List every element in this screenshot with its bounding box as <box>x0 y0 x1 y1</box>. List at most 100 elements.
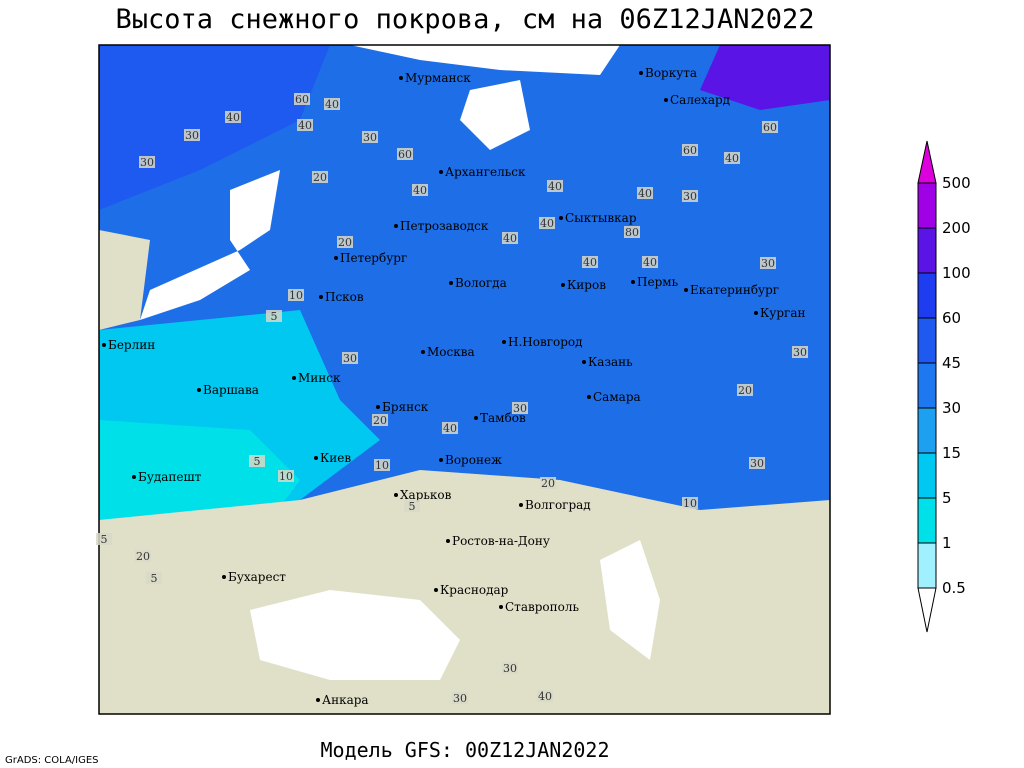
contour-label-box <box>452 692 468 704</box>
city-dot <box>664 98 668 102</box>
contour-label: 40 <box>443 422 457 435</box>
city-dot <box>639 71 643 75</box>
contour-label-box <box>278 470 294 482</box>
city-label: Киров <box>567 278 606 292</box>
contour-label-box <box>749 457 765 469</box>
contour-label: 40 <box>503 232 517 245</box>
contour-label-box <box>294 93 310 105</box>
contour-label: 30 <box>185 129 199 142</box>
city-dot <box>631 280 635 284</box>
city-label: Мурманск <box>405 71 471 85</box>
contour-label-box <box>397 148 413 160</box>
contour-label-box <box>96 533 112 545</box>
city-label: Курган <box>760 306 805 320</box>
contour-label: 30 <box>503 662 517 675</box>
contour-label-box <box>582 256 598 268</box>
caspian-sea <box>600 540 660 660</box>
contour-label: 5 <box>254 455 261 468</box>
contour-label-box <box>146 572 162 584</box>
city-dot <box>292 376 296 380</box>
contour-label: 60 <box>683 144 697 157</box>
legend-label: 60 <box>942 309 961 327</box>
contour-label-box <box>724 152 740 164</box>
contour-label-box <box>362 131 378 143</box>
contour-label-box <box>682 144 698 156</box>
city-dot <box>439 458 443 462</box>
city-dot <box>446 539 450 543</box>
legend-swatch <box>917 452 937 499</box>
legend-swatch <box>917 272 937 319</box>
city-dot <box>334 256 338 260</box>
city-label: Ростов-на-Дону <box>452 534 550 548</box>
contour-label-box <box>502 662 518 674</box>
city-label: Волгоград <box>525 498 591 512</box>
city-label: Салехард <box>670 93 730 107</box>
contour-label-box <box>404 500 420 512</box>
city-dot <box>399 76 403 80</box>
snow-deep <box>700 45 830 110</box>
credit: GrADS: COLA/IGES <box>5 755 99 766</box>
model-label: Модель GFS: 00Z12JAN2022 <box>321 738 610 762</box>
contour-label: 40 <box>298 119 312 132</box>
contour-label: 40 <box>413 184 427 197</box>
contour-label-box <box>297 119 313 131</box>
legend-high-arrow <box>917 140 937 184</box>
city-dot <box>316 698 320 702</box>
map <box>98 44 831 715</box>
title: Высота снежного покрова, см на 06Z12JAN2… <box>116 4 815 35</box>
city-dot <box>582 360 586 364</box>
contour-label: 40 <box>583 256 597 269</box>
contour-label: 40 <box>725 152 739 165</box>
contour-label: 20 <box>313 171 327 184</box>
black-sea <box>250 590 460 680</box>
city-label: Киев <box>320 451 351 465</box>
city-label: Харьков <box>400 488 452 502</box>
contour-label-box <box>266 310 282 322</box>
contour-label: 60 <box>763 121 777 134</box>
contour-label-box <box>412 184 428 196</box>
city-dot <box>132 475 136 479</box>
legend-swatch <box>917 182 937 229</box>
legend-low-arrow <box>917 587 937 633</box>
city-label: Н.Новгород <box>508 335 583 349</box>
contour-label-box <box>372 414 388 426</box>
contour-label-box <box>540 477 556 489</box>
city-dot <box>319 295 323 299</box>
contour-label: 30 <box>793 346 807 359</box>
city-label: Петрозаводск <box>400 219 489 233</box>
legend-swatch <box>917 407 937 454</box>
city-dot <box>394 224 398 228</box>
city-label: Будапешт <box>138 470 202 484</box>
city-label: Пермь <box>637 275 679 289</box>
contour-label: 40 <box>540 217 554 230</box>
contour-label: 30 <box>453 692 467 705</box>
city-label: Тамбов <box>480 411 526 425</box>
contour-label-box <box>637 187 653 199</box>
contour-label-box <box>624 226 640 238</box>
contour-label-box <box>139 156 155 168</box>
contour-label: 60 <box>398 148 412 161</box>
contour-label-box <box>135 550 151 562</box>
city-dot <box>222 575 226 579</box>
legend-label: 100 <box>942 264 971 282</box>
contour-label: 20 <box>541 477 555 490</box>
city-label: Ставрополь <box>505 600 579 614</box>
contour-label-box <box>539 217 555 229</box>
contour-label: 30 <box>363 131 377 144</box>
barents-sea <box>350 45 620 75</box>
city-label: Бухарест <box>228 570 286 584</box>
legend-label: 0.5 <box>942 579 966 597</box>
contour-label: 30 <box>683 190 697 203</box>
legend-label: 30 <box>942 399 961 417</box>
contour-label-box <box>225 111 241 123</box>
city-label: Воркута <box>645 66 697 80</box>
legend-swatch <box>917 362 937 409</box>
city-label: Самара <box>593 390 641 404</box>
contour-label-box <box>762 121 778 133</box>
city-dot <box>197 388 201 392</box>
contour-label: 40 <box>643 256 657 269</box>
city-dot <box>499 605 503 609</box>
city-label: Анкара <box>322 693 369 707</box>
contour-label: 5 <box>271 310 278 323</box>
contour-label: 30 <box>761 257 775 270</box>
